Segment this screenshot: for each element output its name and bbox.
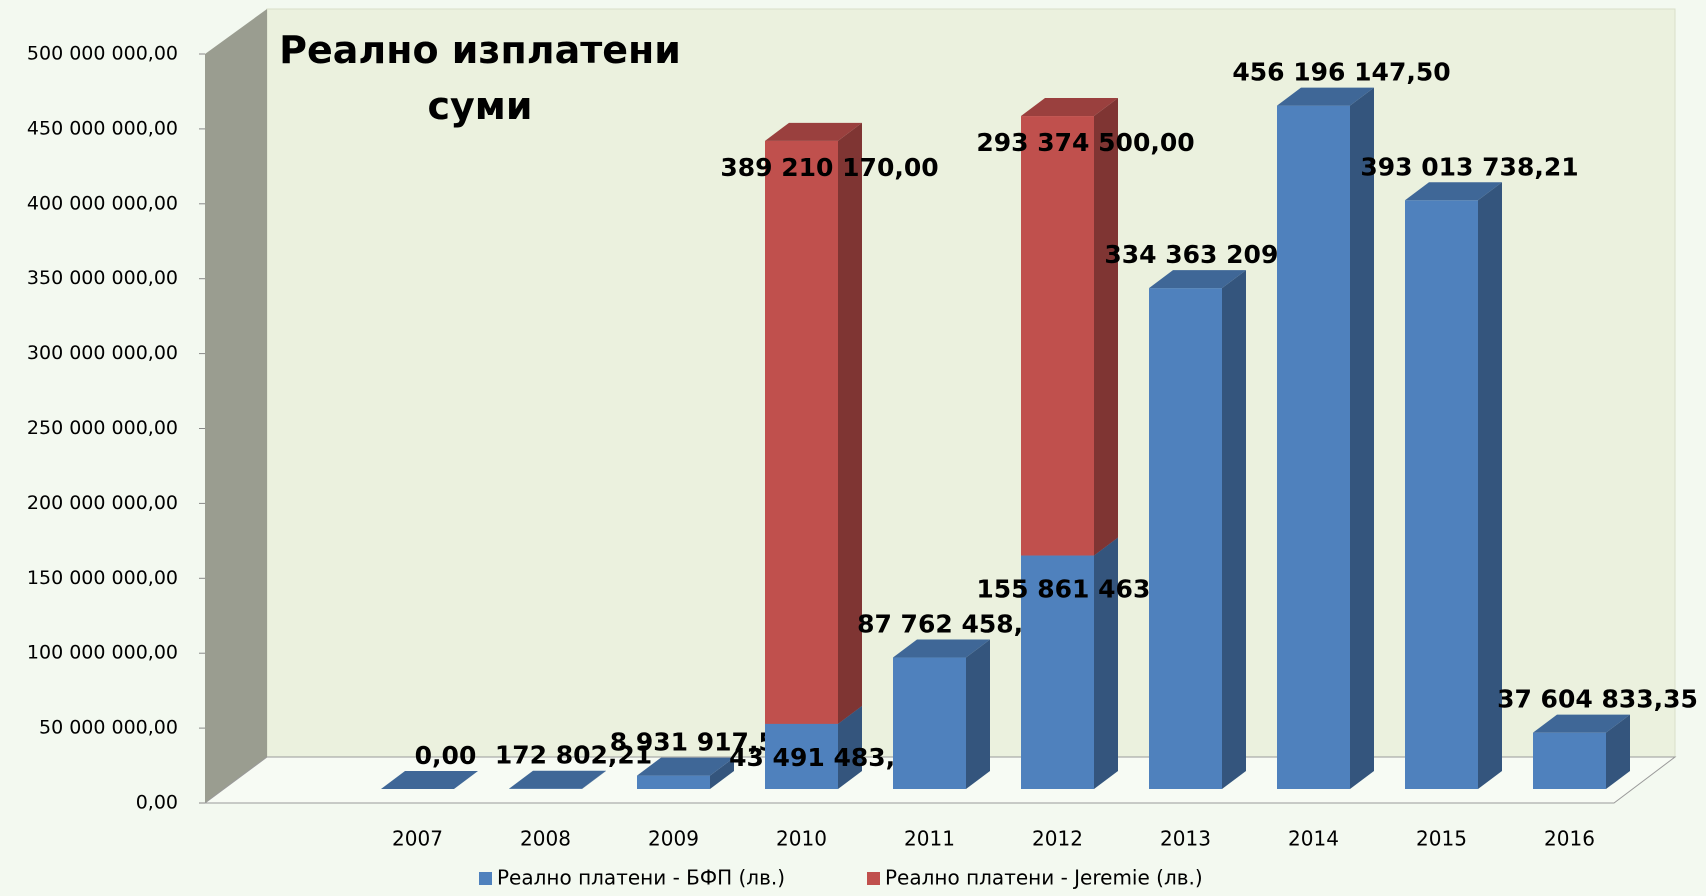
- bar-front: [637, 775, 710, 789]
- bar-front: [1021, 555, 1094, 789]
- legend-swatch: [867, 872, 880, 885]
- data-label: 37 604 833,35: [1497, 685, 1698, 714]
- bar-side: [1094, 98, 1118, 556]
- bar-side: [1350, 87, 1374, 790]
- x-tick-label: 2010: [776, 827, 827, 851]
- y-tick-label: 450 000 000,00: [27, 117, 178, 139]
- bar-front: [765, 140, 838, 724]
- data-label: 0,00: [415, 741, 477, 770]
- y-tick-label: 200 000 000,00: [27, 492, 178, 514]
- bar-side: [582, 770, 606, 789]
- bar-top: [1533, 714, 1630, 733]
- y-tick-label: 250 000 000,00: [27, 417, 178, 439]
- x-tick-label: 2012: [1032, 827, 1083, 851]
- bar-side: [838, 705, 862, 789]
- legend-swatch: [479, 872, 492, 885]
- y-tick-label: 500 000 000,00: [27, 43, 178, 65]
- bar-front: [1277, 105, 1350, 790]
- bar-top: [765, 122, 862, 141]
- x-tick-label: 2016: [1544, 827, 1595, 851]
- bar-top: [637, 757, 734, 776]
- y-tick-label: 300 000 000,00: [27, 342, 178, 364]
- bar-side: [710, 757, 734, 789]
- data-label: 172 802,21: [495, 741, 652, 770]
- bar-top: [381, 771, 478, 789]
- data-label: 8 931 917,52: [610, 728, 793, 757]
- bar-side: [966, 639, 990, 789]
- bar-front: [1533, 732, 1606, 789]
- bar-top: [1021, 98, 1118, 117]
- data-label: 389 210 170,00: [720, 153, 938, 182]
- bar-front: [765, 723, 838, 789]
- x-tick-label: 2009: [648, 827, 699, 851]
- bar-side: [1478, 182, 1502, 789]
- bar-front: [1405, 200, 1478, 789]
- x-tick-label: 2014: [1288, 827, 1339, 851]
- bar-side: [1094, 537, 1118, 789]
- x-tick-label: 2008: [520, 827, 571, 851]
- data-label: 293 374 500,00: [976, 128, 1194, 157]
- y-tick-label: 350 000 000,00: [27, 267, 178, 289]
- chart-title: Реално изплатени суми: [279, 28, 681, 128]
- x-tick-label: 2011: [904, 827, 955, 851]
- data-label: 393 013 738,21: [1360, 152, 1578, 181]
- bar-top: [1277, 87, 1374, 106]
- bar-top: [1149, 270, 1246, 289]
- y-tick-label: 50 000 000,00: [39, 717, 178, 739]
- bar-top: [509, 770, 606, 789]
- legend-label: Реално платени - БФП (лв.): [497, 866, 785, 890]
- x-tick-label: 2007: [392, 827, 443, 851]
- legend-label: Реално платени - Jeremie (лв.): [885, 866, 1203, 890]
- y-tick-label: 150 000 000,00: [27, 567, 178, 589]
- bar-front: [1149, 288, 1222, 789]
- x-tick-label: 2013: [1160, 827, 1211, 851]
- y-tick-label: 0,00: [136, 792, 178, 814]
- bar-top: [893, 639, 990, 658]
- bar-front: [1021, 116, 1094, 556]
- bar-side: [838, 122, 862, 724]
- bar-side: [1222, 270, 1246, 789]
- x-tick-label: 2015: [1416, 827, 1467, 851]
- side-wall: [205, 9, 267, 803]
- bar-top: [1405, 182, 1502, 201]
- bar-side: [1606, 714, 1630, 789]
- y-tick-label: 400 000 000,00: [27, 192, 178, 214]
- data-label: 456 196 147,50: [1232, 58, 1450, 87]
- y-tick-label: 100 000 000,00: [27, 642, 178, 664]
- bar-front: [893, 657, 966, 789]
